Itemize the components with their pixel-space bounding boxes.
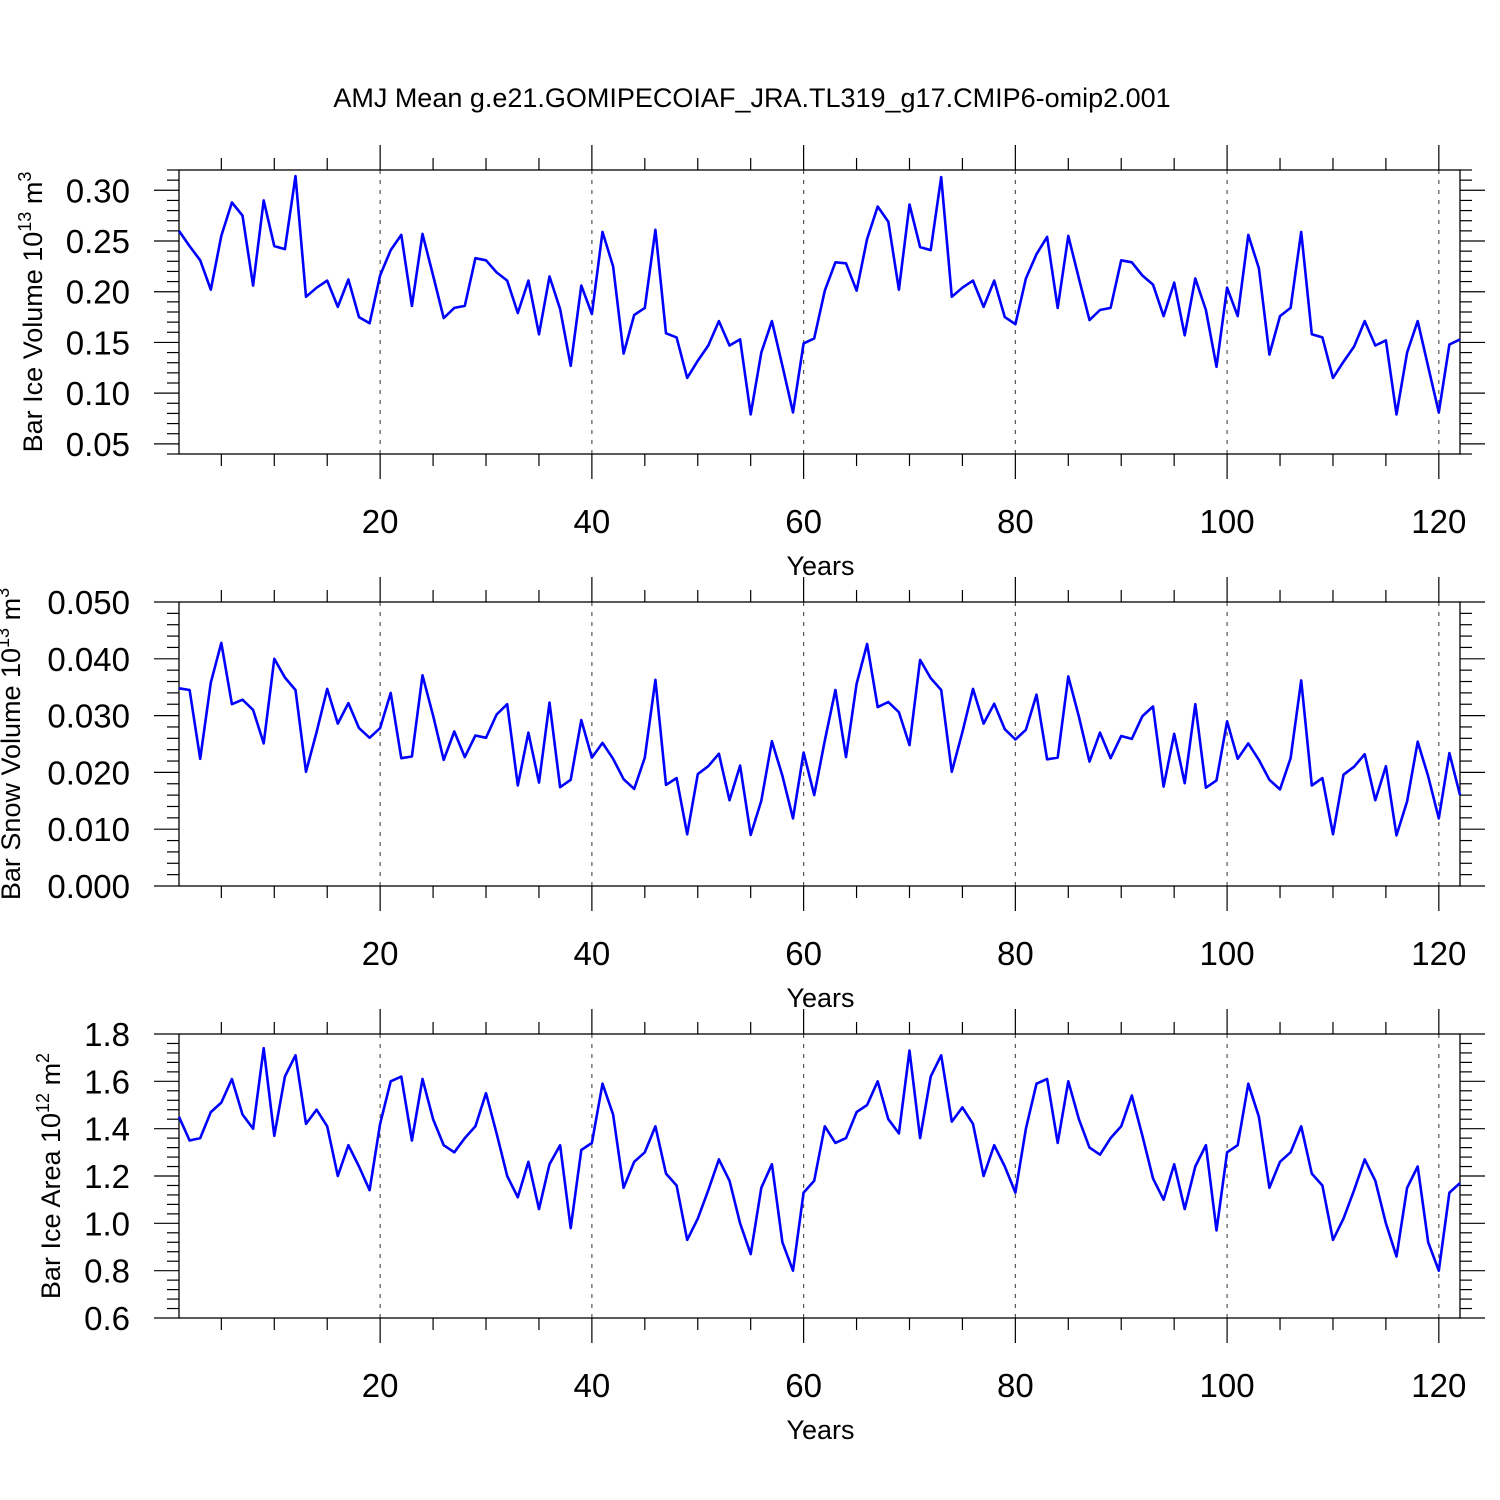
series-line-1 <box>178 641 1462 837</box>
y-tick-label: 0.15 <box>66 324 130 361</box>
y-tick-label: 0.10 <box>66 375 130 412</box>
x-axis-title: Years <box>786 1415 854 1445</box>
x-tick-label: 20 <box>362 1367 399 1404</box>
y-tick-label: 0.6 <box>84 1300 130 1337</box>
y-tick-label: 0.020 <box>47 754 130 791</box>
x-tick-label: 40 <box>574 503 611 540</box>
y-tick-label: 0.05 <box>66 426 130 463</box>
y-tick-label: 1.2 <box>84 1158 130 1195</box>
x-tick-label: 40 <box>574 1367 611 1404</box>
figure-title: AMJ Mean g.e21.GOMIPECOIAF_JRA.TL319_g17… <box>333 83 1170 113</box>
plot-frame <box>178 601 1461 887</box>
y-tick-label: 0.20 <box>66 274 130 311</box>
x-tick-label: 100 <box>1200 503 1255 540</box>
y-tick-label: 0.010 <box>47 811 130 848</box>
y-tick-label: 0.040 <box>47 641 130 678</box>
panel-1: 20 40 60 80 100 120 0.05 0.10 0.15 0.20 0.25 0.30 Ye… <box>15 145 1485 581</box>
x-tick-label: 60 <box>785 503 822 540</box>
y-tick-label: 0.8 <box>84 1253 130 1290</box>
y-tick-label: 0.25 <box>66 223 130 260</box>
x-tick-label: 20 <box>362 935 399 972</box>
y-tick-label: 1.8 <box>84 1016 130 1053</box>
x-axis-title: Years <box>786 551 854 581</box>
panel-2: 20 40 60 80 100 120 0.000 0.010 0.020 0.030 0.040 0… <box>0 577 1485 1013</box>
x-tick-label: 20 <box>362 503 399 540</box>
x-tick-label: 80 <box>997 503 1034 540</box>
y-tick-label: 0.30 <box>66 172 130 209</box>
x-tick-label: 80 <box>997 1367 1034 1404</box>
y-tick-label: 1.6 <box>84 1063 130 1100</box>
y-tick-label: 1.4 <box>84 1111 130 1148</box>
x-tick-label: 100 <box>1200 935 1255 972</box>
x-tick-label: 80 <box>997 935 1034 972</box>
x-tick-label: 60 <box>785 935 822 972</box>
x-tick-label: 120 <box>1411 935 1466 972</box>
x-tick-label: 100 <box>1200 1367 1255 1404</box>
x-axis-title: Years <box>786 983 854 1013</box>
series-line-1 <box>177 174 1461 416</box>
x-tick-label: 60 <box>785 1367 822 1404</box>
series-line-1 <box>177 1046 1461 1272</box>
x-tick-label: 120 <box>1411 503 1466 540</box>
y-tick-label: 0.030 <box>47 698 130 735</box>
y-axis-title: Bar Snow Volume 1013 m3 <box>0 588 26 900</box>
x-tick-label: 120 <box>1411 1367 1466 1404</box>
y-tick-label: 1.0 <box>84 1205 130 1242</box>
y-tick-label: 0.000 <box>47 868 130 905</box>
y-axis-title: Bar Ice Volume 1013 m3 <box>15 172 48 453</box>
y-tick-label: 0.050 <box>47 584 130 621</box>
x-tick-label: 40 <box>574 935 611 972</box>
panel-3: 20 40 60 80 100 120 0.6 0.8 1.0 1.2 1.4 1.6 1.8 Years… <box>33 1009 1485 1445</box>
y-axis-title: Bar Ice Area 1012 m2 <box>33 1053 66 1299</box>
